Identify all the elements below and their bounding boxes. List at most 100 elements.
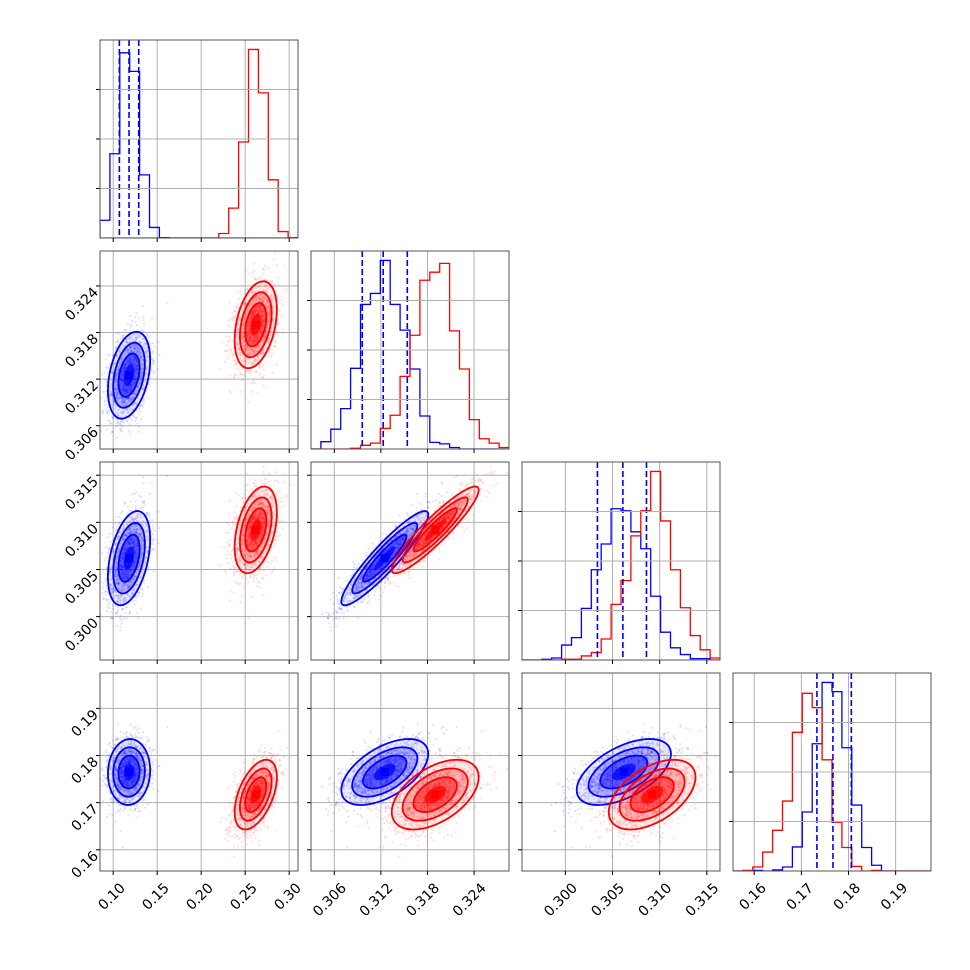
scatter-point xyxy=(124,386,128,389)
scatter-point xyxy=(255,350,258,353)
scatter-point xyxy=(262,335,266,339)
scatter-point xyxy=(116,390,119,393)
scatter-point xyxy=(120,419,123,422)
scatter-point xyxy=(246,483,249,486)
scatter-point xyxy=(119,410,123,414)
scatter-point xyxy=(109,617,112,620)
scatter-point xyxy=(104,404,107,407)
scatter-point xyxy=(124,329,128,332)
scatter-point xyxy=(241,575,244,578)
scatter-point xyxy=(123,391,126,394)
scatter-point xyxy=(265,346,268,349)
scatter-point xyxy=(118,350,122,353)
scatter-point xyxy=(120,370,123,373)
scatter-point xyxy=(115,394,119,397)
scatter-point xyxy=(127,392,130,395)
scatter-point xyxy=(263,285,266,288)
scatter-point xyxy=(232,375,236,378)
scatter-point xyxy=(247,323,250,326)
scatter-point xyxy=(104,580,107,583)
scatter-point xyxy=(121,401,124,404)
scatter-point xyxy=(118,350,122,353)
scatter-point xyxy=(106,419,110,422)
scatter-point xyxy=(135,371,138,374)
scatter-point xyxy=(127,397,130,400)
scatter-point xyxy=(261,341,265,344)
scatter-point xyxy=(110,393,113,396)
scatter-point xyxy=(115,393,119,396)
scatter-point xyxy=(274,330,278,334)
scatter-point xyxy=(249,317,252,320)
scatter-point xyxy=(120,388,123,391)
scatter-point xyxy=(128,386,131,389)
scatter-point xyxy=(107,409,110,413)
scatter-point xyxy=(119,614,122,617)
scatter-point xyxy=(239,371,242,375)
scatter-point xyxy=(257,312,260,315)
scatter-point xyxy=(246,299,249,302)
scatter-point xyxy=(111,393,114,396)
scatter-point xyxy=(254,308,257,312)
scatter-point xyxy=(122,392,125,395)
scatter-point xyxy=(131,382,134,385)
scatter-point xyxy=(262,297,265,300)
scatter-point xyxy=(228,599,231,602)
scatter-point xyxy=(126,387,129,391)
scatter-point xyxy=(120,424,123,427)
scatter-point xyxy=(123,385,126,388)
scatter-point xyxy=(133,363,136,366)
scatter-point xyxy=(249,302,252,305)
scatter-point xyxy=(247,354,250,357)
scatter-point xyxy=(140,500,143,503)
scatter-point xyxy=(264,333,267,336)
scatter-point xyxy=(126,351,129,354)
scatter-point xyxy=(266,316,270,320)
scatter-point xyxy=(244,348,247,351)
scatter-point xyxy=(266,308,269,311)
scatter-point xyxy=(122,421,125,424)
scatter-point xyxy=(258,304,261,307)
scatter-point xyxy=(125,390,128,393)
scatter-point xyxy=(111,404,114,407)
scatter-point xyxy=(136,385,140,389)
scatter-point xyxy=(137,336,140,339)
scatter-point xyxy=(122,385,125,388)
scatter-point xyxy=(125,340,128,343)
scatter-point xyxy=(149,519,152,522)
scatter-point xyxy=(134,339,138,342)
scatter-point xyxy=(257,309,260,312)
scatter-point xyxy=(251,313,254,316)
scatter-point xyxy=(128,337,131,340)
scatter-point xyxy=(104,556,108,559)
scatter-point xyxy=(262,317,265,320)
scatter-point xyxy=(261,593,265,596)
scatter-point xyxy=(261,312,264,315)
scatter-point xyxy=(151,527,154,530)
scatter-point xyxy=(242,323,245,326)
scatter-point xyxy=(253,310,257,313)
scatter-point xyxy=(268,313,271,316)
scatter-point xyxy=(240,284,243,287)
scatter-point xyxy=(128,432,132,435)
scatter-point xyxy=(254,341,257,344)
scatter-point xyxy=(121,409,125,412)
density-peak xyxy=(125,554,134,563)
scatter-point xyxy=(120,382,123,385)
scatter-point xyxy=(141,592,145,595)
scatter-point xyxy=(236,343,239,346)
scatter-point xyxy=(117,350,120,353)
scatter-point xyxy=(135,359,139,363)
scatter-point xyxy=(95,564,97,566)
scatter-point xyxy=(256,304,259,307)
scatter-point xyxy=(123,329,126,332)
scatter-point xyxy=(252,311,255,314)
scatter-point xyxy=(232,330,235,334)
scatter-point xyxy=(148,339,151,342)
scatter-point xyxy=(129,387,133,391)
scatter-point xyxy=(219,368,222,371)
scatter-point xyxy=(137,348,141,351)
scatter-point xyxy=(250,339,253,342)
scatter-point xyxy=(243,344,247,348)
scatter-point xyxy=(248,336,252,339)
scatter-point xyxy=(129,355,132,358)
